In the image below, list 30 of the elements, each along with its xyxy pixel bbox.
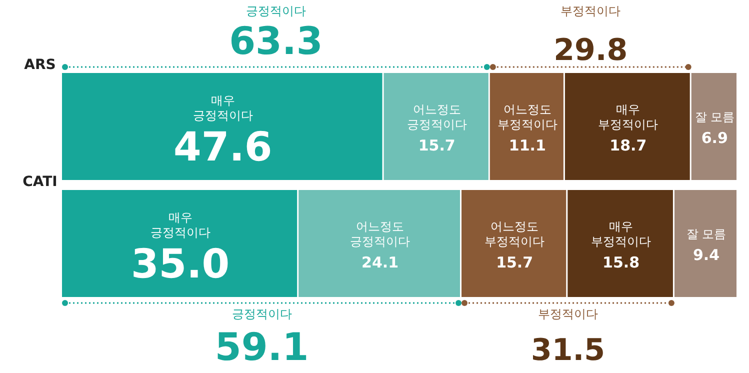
- text: 59.1: [214, 325, 309, 369]
- y-tick-label: CATI: [22, 174, 58, 190]
- text: 잘 모름: [686, 227, 726, 241]
- data-label: 9.4: [692, 246, 720, 264]
- annotation: 63.3: [229, 19, 323, 63]
- text: 매우 부정적이다: [598, 102, 658, 132]
- text: 어느정도 부정적이다: [484, 220, 545, 248]
- data-label: 18.7: [610, 136, 647, 154]
- data-label: 15.7: [418, 136, 456, 154]
- text: 부정적이다: [538, 307, 598, 321]
- series-label: 어느정도 부정적이다: [497, 102, 558, 132]
- y-tick-label: ARS: [24, 57, 56, 73]
- series-label: 매우 부정적이다: [591, 220, 652, 248]
- text: 긍정적이다: [246, 4, 306, 18]
- data-label: 6.9: [701, 129, 728, 147]
- data-label: 24.1: [362, 254, 399, 272]
- text: 부정적이다: [560, 4, 621, 18]
- text: 매우 긍정적이다: [150, 210, 210, 240]
- series-label: 잘 모름: [694, 110, 735, 124]
- data-label: 15.8: [602, 254, 640, 272]
- series-label: 어느정도 긍정적이다: [406, 102, 467, 132]
- text: 어느정도 긍정적이다: [350, 220, 410, 248]
- text: 긍정적이다: [232, 307, 292, 321]
- data-label: 47.6: [174, 124, 272, 170]
- text: 31.5: [530, 333, 605, 368]
- data-label: 35.0: [130, 242, 230, 288]
- data-label: 15.7: [496, 254, 534, 272]
- series-label: 매우 긍정적이다: [192, 94, 253, 122]
- annotation: 29.8: [554, 33, 628, 68]
- data-label: 11.1: [508, 136, 546, 154]
